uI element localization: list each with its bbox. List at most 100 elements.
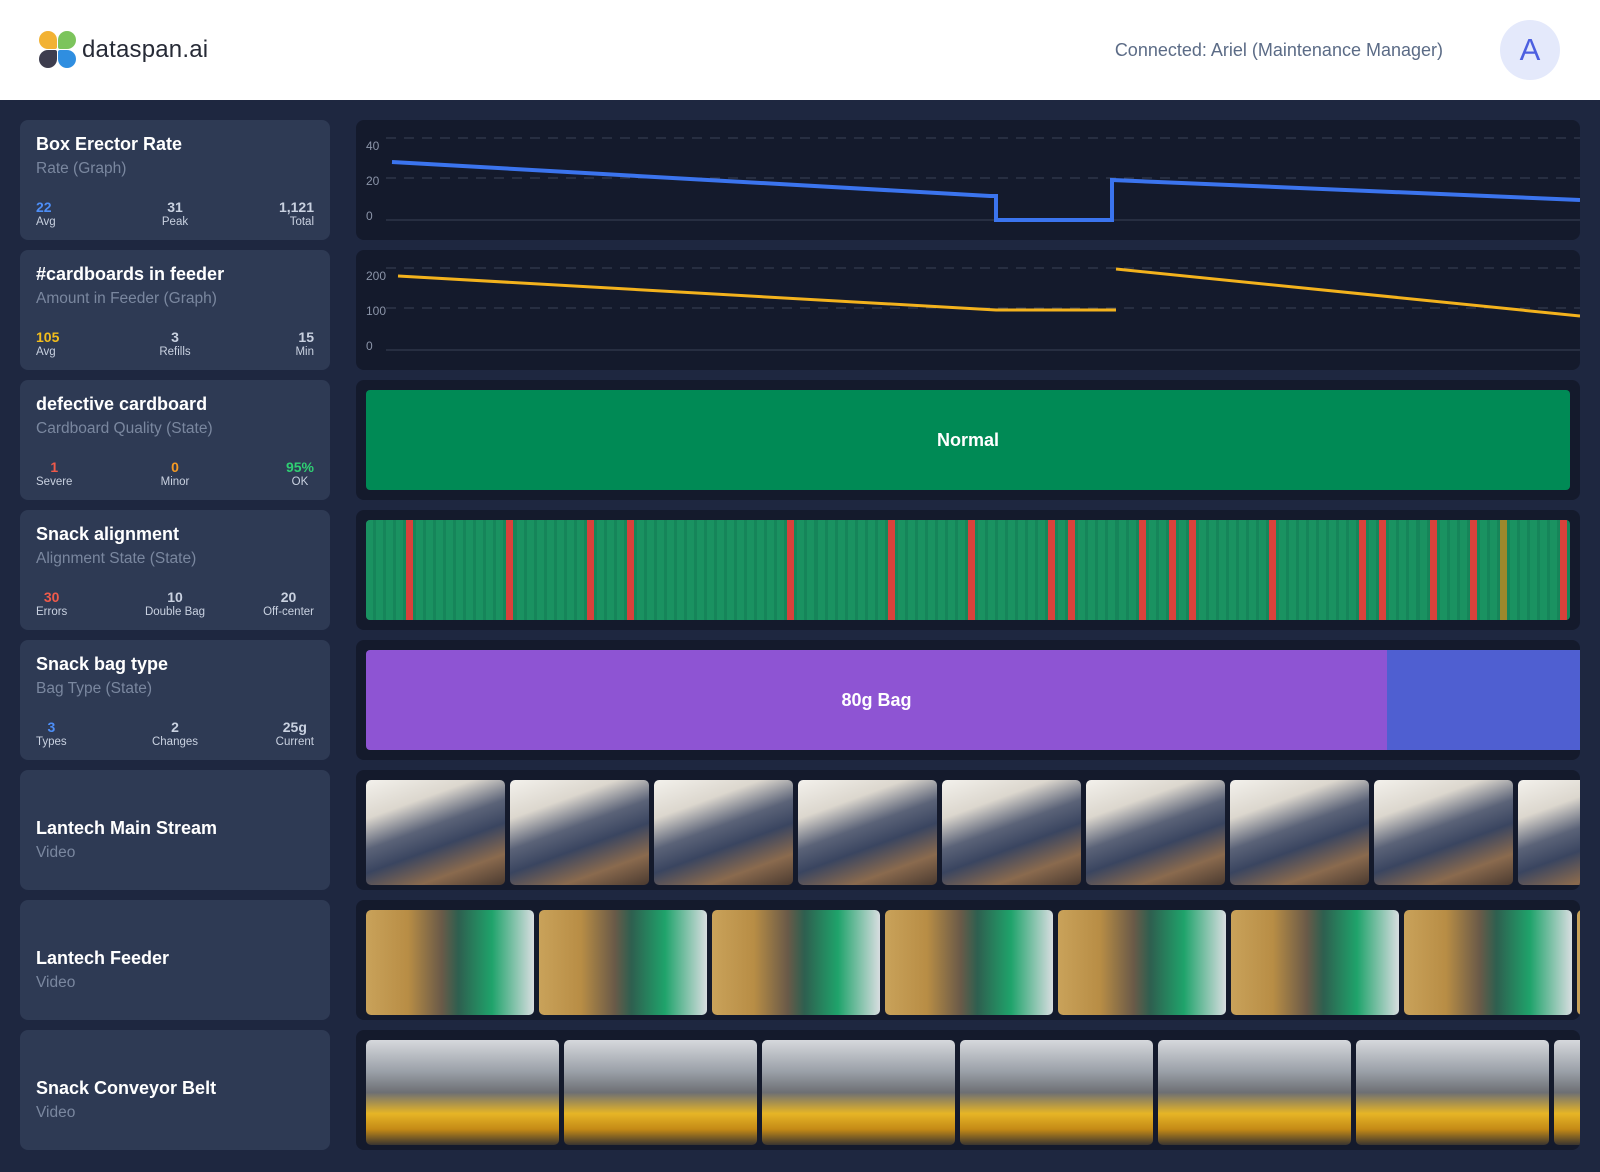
video-frame-strip[interactable]	[366, 910, 1580, 1015]
metric-card-defective-cardboard[interactable]: defective cardboard Cardboard Quality (S…	[20, 380, 330, 500]
stat-types: 3 Types	[36, 719, 67, 749]
alignment-stripe	[1238, 520, 1246, 620]
alignment-stripe	[406, 520, 414, 620]
rate-graph-panel[interactable]: 40 20 0	[356, 120, 1580, 240]
video-frame-thumbnail[interactable]	[366, 1040, 559, 1145]
alignment-stripe	[1359, 520, 1367, 620]
alignment-stripe	[1439, 520, 1447, 620]
video-frame-thumbnail[interactable]	[762, 1040, 955, 1145]
video-frame-thumbnail[interactable]	[564, 1040, 757, 1145]
alignment-stripe	[1148, 520, 1156, 620]
quality-state-bar: Normal	[366, 390, 1570, 490]
card-title: Snack bag type	[36, 654, 169, 674]
metric-card-snack-alignment[interactable]: Snack alignment Alignment State (State) …	[20, 510, 330, 630]
video-timeline-lantech-main-stream[interactable]	[356, 770, 1580, 890]
alignment-stripe	[376, 520, 384, 620]
stat-double-bag: 10 Double Bag	[144, 589, 206, 619]
card-subtitle: Video	[36, 974, 76, 991]
video-frame-thumbnail[interactable]	[1554, 1040, 1580, 1145]
video-frame-thumbnail[interactable]	[654, 780, 793, 885]
video-frame-thumbnail[interactable]	[1577, 910, 1580, 1015]
video-frame-thumbnail[interactable]	[539, 910, 707, 1015]
alignment-stripe	[797, 520, 805, 620]
video-timeline-snack-conveyor[interactable]	[356, 1030, 1580, 1150]
alignment-stripe	[646, 520, 654, 620]
quality-state-panel[interactable]: Normal	[356, 380, 1580, 500]
video-card-lantech-feeder[interactable]: Lantech Feeder Video	[20, 900, 330, 1020]
video-frame-thumbnail[interactable]	[1374, 780, 1513, 885]
video-frame-thumbnail[interactable]	[366, 780, 505, 885]
alignment-stripe	[1519, 520, 1527, 620]
video-frame-thumbnail[interactable]	[1230, 780, 1369, 885]
video-frame-thumbnail[interactable]	[798, 780, 937, 885]
alignment-state-panel[interactable]	[356, 510, 1580, 630]
card-subtitle: Alignment State (State)	[36, 550, 197, 567]
alignment-stripe	[1529, 520, 1537, 620]
alignment-stripe	[1108, 520, 1116, 620]
alignment-stripe	[1078, 520, 1086, 620]
video-frame-thumbnail[interactable]	[1058, 910, 1226, 1015]
alignment-stripe	[566, 520, 574, 620]
alignment-stripe	[687, 520, 695, 620]
feeder-series-segment-2	[1115, 267, 1580, 318]
alignment-stripe	[1329, 520, 1337, 620]
stat-peak: 31 Peak	[161, 199, 189, 229]
alignment-stripe	[1058, 520, 1066, 620]
stat-errors: 30 Errors	[36, 589, 68, 619]
stat-off-center: 20 Off-center	[263, 589, 314, 619]
video-frame-thumbnail[interactable]	[1231, 910, 1399, 1015]
connection-status: Connected: Ariel (Maintenance Manager)	[1114, 40, 1443, 60]
video-frame-thumbnail[interactable]	[1158, 1040, 1351, 1145]
alignment-stripe	[526, 520, 534, 620]
alignment-stripe	[968, 520, 976, 620]
alignment-stripe	[897, 520, 905, 620]
alignment-stripe	[1088, 520, 1096, 620]
alignment-stripe	[396, 520, 404, 620]
video-card-lantech-main-stream[interactable]: Lantech Main Stream Video	[20, 770, 330, 890]
alignment-stripe	[426, 520, 434, 620]
alignment-stripe	[1549, 520, 1557, 620]
card-subtitle: Video	[36, 1104, 76, 1121]
video-frame-thumbnail[interactable]	[1404, 910, 1572, 1015]
alignment-stripe	[1038, 520, 1046, 620]
alignment-stripe	[386, 520, 394, 620]
feeder-graph-panel[interactable]: 200 100 0	[356, 250, 1580, 370]
alignment-stripe	[1449, 520, 1457, 620]
y-tick-label: 40	[366, 139, 380, 153]
bag-type-state-panel[interactable]: 80g Bag	[356, 640, 1580, 760]
video-frame-thumbnail[interactable]	[960, 1040, 1153, 1145]
alignment-stripe	[1008, 520, 1016, 620]
video-frame-thumbnail[interactable]	[366, 910, 534, 1015]
stat-ok: 95% OK	[285, 459, 314, 489]
video-frame-thumbnail[interactable]	[1356, 1040, 1549, 1145]
metric-card-box-erector-rate[interactable]: Box Erector Rate Rate (Graph) 22 Avg 31 Pe…	[20, 120, 330, 240]
alignment-stripe	[1499, 520, 1507, 620]
alignment-stripe	[777, 520, 785, 620]
video-frame-thumbnail[interactable]	[1518, 780, 1580, 885]
alignment-stripe	[1319, 520, 1327, 620]
alignment-stripe	[747, 520, 755, 620]
alignment-stripe	[1539, 520, 1547, 620]
video-timeline-lantech-feeder[interactable]	[356, 900, 1580, 1020]
card-subtitle: Rate (Graph)	[36, 160, 127, 177]
video-card-snack-conveyor-belt[interactable]: Snack Conveyor Belt Video	[20, 1030, 330, 1150]
alignment-stripe	[486, 520, 494, 620]
video-frame-thumbnail[interactable]	[712, 910, 880, 1015]
metric-card-snack-bag-type[interactable]: Snack bag type Bag Type (State) 3 Types 2…	[20, 640, 330, 760]
alignment-stripe	[616, 520, 624, 620]
video-frame-strip[interactable]	[366, 1040, 1580, 1145]
video-frame-thumbnail[interactable]	[942, 780, 1081, 885]
card-subtitle: Video	[36, 844, 76, 861]
video-frame-thumbnail[interactable]	[1086, 780, 1225, 885]
user-avatar[interactable]: A	[1500, 20, 1560, 80]
alignment-stripe	[717, 520, 725, 620]
video-frame-thumbnail[interactable]	[885, 910, 1053, 1015]
card-title: defective cardboard	[36, 394, 208, 414]
video-frame-strip[interactable]	[366, 780, 1580, 885]
alignment-stripe	[1118, 520, 1126, 620]
video-frame-thumbnail[interactable]	[510, 780, 649, 885]
alignment-stripe	[1269, 520, 1277, 620]
stat-minor: 0 Minor	[160, 459, 190, 489]
alignment-stripe	[907, 520, 915, 620]
metric-card-cardboards-feeder[interactable]: #cardboards in feeder Amount in Feeder (…	[20, 250, 330, 370]
